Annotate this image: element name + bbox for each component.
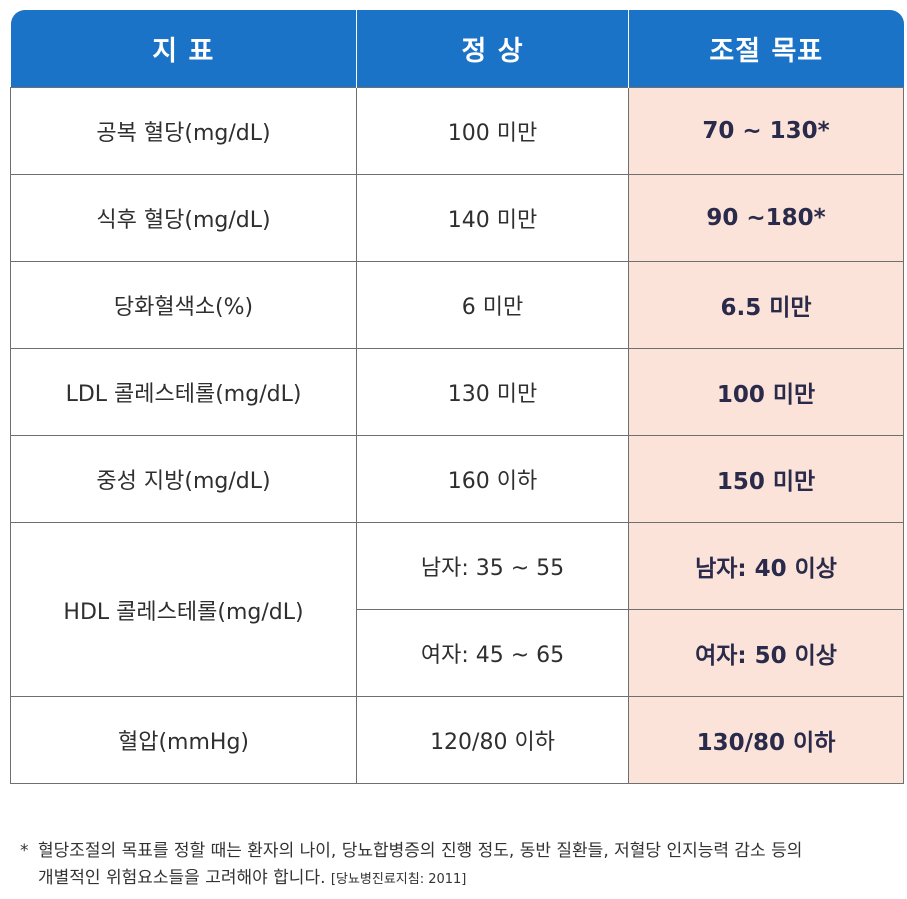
target-cell: 150 미만 — [628, 435, 904, 523]
footnote-asterisk: * — [20, 841, 29, 861]
indicator-cell: 공복 혈당(mg/dL) — [10, 87, 357, 175]
criteria-table-container: 지 표 정 상 조절 목표 공복 혈당(mg/dL) 100 미만 70 ~ 1… — [10, 10, 904, 784]
bp-normal-cell: 120/80 이하 — [356, 696, 629, 784]
bp-target-cell: 130/80 이하 — [628, 696, 904, 784]
normal-cell: 130 미만 — [356, 348, 629, 436]
indicator-cell: 중성 지방(mg/dL) — [10, 435, 357, 523]
table-row: LDL 콜레스테롤(mg/dL) 130 미만 100 미만 — [10, 348, 904, 436]
hdl-male-normal-cell: 남자: 35 ~ 55 — [356, 522, 629, 610]
target-cell: 90 ~180* — [628, 174, 904, 262]
table-row: 당화혈색소(%) 6 미만 6.5 미만 — [10, 261, 904, 349]
table-row: 중성 지방(mg/dL) 160 이하 150 미만 — [10, 435, 904, 523]
normal-cell: 100 미만 — [356, 87, 629, 175]
normal-cell: 6 미만 — [356, 261, 629, 349]
header-indicator: 지 표 — [10, 10, 357, 88]
table-row-hdl-male: HDL 콜레스테롤(mg/dL) 남자: 35 ~ 55 남자: 40 이상 — [10, 522, 904, 697]
indicator-cell: 식후 혈당(mg/dL) — [10, 174, 357, 262]
footnote-line-2: 개별적인 위험요소들을 고려해야 합니다. [당뇨병진료지침: 2011] — [20, 865, 900, 893]
footnote-line-1: * 혈당조절의 목표를 정할 때는 환자의 나이, 당뇨합병증의 진행 정도, 동… — [20, 838, 900, 865]
table-row: 식후 혈당(mg/dL) 140 미만 90 ~180* — [10, 174, 904, 262]
footnote-text-2: 개별적인 위험요소들을 고려해야 합니다. — [38, 868, 326, 888]
hdl-female-target-cell: 여자: 50 이상 — [628, 609, 904, 697]
table-header: 지 표 정 상 조절 목표 — [10, 10, 904, 88]
table-row: 공복 혈당(mg/dL) 100 미만 70 ~ 130* — [10, 87, 904, 175]
bp-indicator-cell: 혈압(mmHg) — [10, 696, 357, 784]
target-cell: 100 미만 — [628, 348, 904, 436]
hdl-female-normal-cell: 여자: 45 ~ 65 — [356, 609, 629, 697]
indicator-cell: 당화혈색소(%) — [10, 261, 357, 349]
target-cell: 6.5 미만 — [628, 261, 904, 349]
footnote: * 혈당조절의 목표를 정할 때는 환자의 나이, 당뇨합병증의 진행 정도, 동… — [20, 838, 900, 893]
footnote-source: [당뇨병진료지침: 2011] — [330, 872, 467, 887]
hdl-male-target-cell: 남자: 40 이상 — [628, 522, 904, 610]
target-cell: 70 ~ 130* — [628, 87, 904, 175]
table-body: 공복 혈당(mg/dL) 100 미만 70 ~ 130* 식후 혈당(mg/d… — [10, 87, 904, 784]
header-row: 지 표 정 상 조절 목표 — [10, 10, 904, 88]
normal-cell: 160 이하 — [356, 435, 629, 523]
diabetes-target-table: 지 표 정 상 조절 목표 공복 혈당(mg/dL) 100 미만 70 ~ 1… — [10, 10, 904, 784]
normal-cell: 140 미만 — [356, 174, 629, 262]
hdl-indicator-cell: HDL 콜레스테롤(mg/dL) — [10, 522, 357, 697]
header-target: 조절 목표 — [628, 10, 904, 88]
indicator-cell: LDL 콜레스테롤(mg/dL) — [10, 348, 357, 436]
footnote-text-1: 혈당조절의 목표를 정할 때는 환자의 나이, 당뇨합병증의 진행 정도, 동반… — [38, 841, 803, 861]
table-row-blood-pressure: 혈압(mmHg) 120/80 이하 130/80 이하 — [10, 696, 904, 784]
header-normal: 정 상 — [356, 10, 629, 88]
